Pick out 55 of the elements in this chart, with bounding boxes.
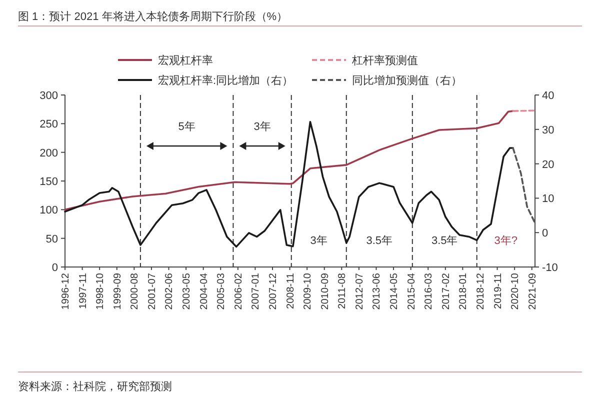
legend-label: 杠杆率预测值	[351, 54, 418, 67]
x-tick-label: 2013-06	[372, 272, 383, 310]
x-tick-label: 2007-12	[268, 272, 279, 310]
y-tick-label: 200	[40, 147, 58, 160]
x-tick-label: 2002-06	[164, 272, 176, 310]
chart-title: 图 1：预计 2021 年将进入本轮债务周期下行阶段（%）	[18, 10, 288, 23]
x-tick-label: 2008-11	[285, 272, 296, 309]
annotation: 5年	[178, 121, 196, 133]
y-tick-label: 0	[52, 262, 58, 274]
legend-label: 宏观杠杆率:同比增加（右）	[158, 74, 294, 87]
x-tick-label: 1997-11	[78, 272, 89, 309]
y2-tick-label: 10	[542, 193, 554, 206]
y-tick-label: 250	[40, 118, 58, 131]
annotation: 3年	[254, 121, 271, 133]
x-tick-label: 2018-12	[475, 272, 486, 310]
y2-tick-label: 20	[542, 158, 554, 171]
x-tick-label: 2020-10	[510, 272, 522, 310]
y-tick-label: 50	[46, 233, 58, 246]
y2-tick-label: 30	[542, 124, 554, 136]
annotation: 3年	[310, 235, 328, 247]
x-tick-label: 2007-01	[250, 272, 262, 310]
x-tick-label: 2014-05	[389, 272, 400, 310]
x-tick-label: 2018-01	[458, 272, 470, 310]
annotation: 3.5年	[366, 235, 393, 247]
x-tick-label: 2001-07	[146, 272, 158, 310]
legend-label: 宏观杠杆率	[158, 54, 213, 67]
line-series	[512, 147, 536, 224]
x-tick-label: 1999-09	[112, 272, 124, 310]
text: 资料来源：社科院，研究部预测	[18, 380, 172, 393]
annotation: 3.5年	[431, 235, 458, 247]
x-tick-label: 2003-05	[182, 272, 193, 310]
x-tick-label: 1996-12	[60, 272, 72, 310]
x-tick-label: 2016-03	[424, 272, 435, 310]
y2-tick-label: 0	[542, 228, 548, 240]
x-tick-label: 2017-02	[440, 272, 452, 310]
x-tick-label: 2015-04	[406, 272, 418, 310]
y2-tick-label: 40	[542, 90, 554, 102]
y-tick-label: 100	[40, 204, 58, 217]
annotation: 3年?	[494, 235, 518, 247]
x-tick-label: 2021-09	[527, 272, 538, 310]
x-tick-label: 2000-08	[130, 272, 141, 310]
x-tick-label: 2004-04	[198, 272, 210, 310]
x-tick-label: 1998-10	[95, 272, 106, 310]
legend-label: 同比增加预测值（右）	[352, 74, 462, 87]
y-tick-label: 150	[40, 176, 58, 188]
y-tick-label: 300	[40, 90, 58, 102]
line-series	[64, 110, 514, 211]
x-tick-label: 2005-03	[216, 272, 228, 310]
x-tick-label: 2010-09	[320, 272, 331, 310]
x-tick-label: 2012-07	[354, 272, 366, 310]
x-tick-label: 2009-10	[302, 272, 314, 310]
x-tick-label: 2011-08	[337, 272, 348, 309]
x-tick-label: 2006-02	[233, 272, 244, 310]
y2-tick-label: -10	[542, 262, 558, 274]
x-tick-label: 2019-11	[492, 272, 504, 309]
